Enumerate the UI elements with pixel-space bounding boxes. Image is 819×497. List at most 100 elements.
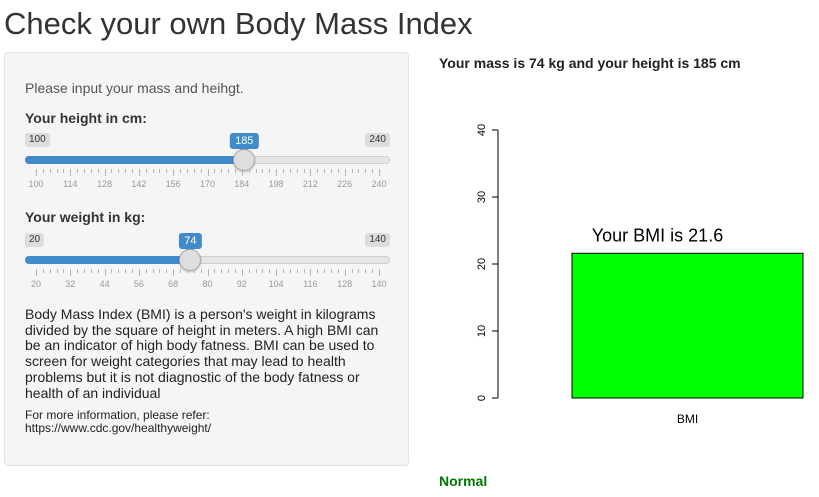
height-slider-tick	[118, 169, 120, 173]
weight-slider-tick	[344, 269, 346, 276]
height-slider-tick	[104, 169, 106, 176]
weight-slider-tick	[193, 269, 195, 273]
weight-slider-tick	[282, 269, 284, 273]
weight-slider-tick	[221, 269, 223, 273]
weight-slider-grid-label: 140	[371, 279, 387, 289]
height-slider[interactable]: 100 240 185 100 114 128 142 156 170 184 198 212 2…	[25, 133, 390, 193]
weight-slider-grid-label: 92	[236, 279, 247, 289]
weight-slider-fill	[25, 256, 191, 264]
height-slider-grid-label: 240	[371, 179, 387, 189]
height-slider-tick	[193, 169, 195, 173]
height-slider-tick	[221, 169, 223, 173]
weight-slider-tick	[234, 269, 236, 273]
height-slider-tick	[379, 169, 380, 176]
y-tick-label: 40	[476, 124, 488, 136]
height-slider-tick	[317, 169, 319, 173]
weight-slider-tick	[70, 269, 72, 276]
height-slider-tick	[276, 169, 278, 176]
weight-slider-tick	[186, 269, 188, 273]
height-value-badge: 185	[230, 133, 259, 153]
height-slider-tick	[296, 169, 298, 173]
weight-slider-tick	[214, 269, 216, 273]
weight-slider-tick	[56, 269, 58, 273]
weight-slider-tick	[36, 269, 37, 276]
height-slider-tick	[344, 169, 346, 176]
info-line: For more information, please refer:	[25, 408, 210, 422]
weight-slider-tick	[159, 269, 161, 273]
height-slider-grid-label: 114	[63, 179, 78, 189]
height-slider-tick	[234, 169, 236, 173]
height-slider-tick	[138, 169, 140, 176]
weight-slider-tick	[379, 269, 380, 276]
height-min-badge: 100	[25, 133, 50, 147]
height-slider-tick	[159, 169, 161, 173]
bmi-value-annotation: Your BMI is 21.6	[592, 225, 723, 245]
weight-max-badge: 140	[365, 233, 390, 247]
height-slider-grid-label: 212	[302, 179, 318, 189]
height-slider-grid-label: 184	[234, 179, 250, 189]
height-slider-tick	[365, 169, 367, 173]
y-tick-label: 10	[476, 325, 488, 337]
height-slider-tick	[207, 169, 209, 176]
height-slider-grid-label: 142	[131, 179, 147, 189]
height-slider-tick	[324, 169, 326, 173]
weight-slider-tick	[310, 269, 312, 276]
weight-min-badge: 20	[25, 233, 45, 247]
height-slider-tick	[111, 169, 113, 173]
weight-slider-grid-label: 104	[268, 279, 284, 289]
weight-slider-tick	[248, 269, 250, 273]
height-slider-tick	[90, 169, 92, 173]
summary-text: Your mass is 74 kg and your height is 18…	[439, 55, 741, 71]
weight-slider-tick	[303, 269, 305, 273]
height-slider-tick	[152, 169, 154, 173]
x-category-label: BMI	[677, 412, 698, 426]
weight-slider-tick	[97, 269, 99, 273]
weight-slider-tick	[372, 269, 374, 273]
height-slider-tick	[145, 169, 147, 173]
weight-slider-tick	[228, 269, 230, 273]
height-slider-tick	[330, 169, 332, 173]
weight-slider-tick	[255, 269, 257, 273]
height-slider-tick	[351, 169, 353, 173]
height-slider-tick	[241, 169, 243, 176]
weight-slider-tick	[365, 269, 367, 273]
height-slider-grid-label: 100	[28, 179, 44, 189]
height-slider-tick	[303, 169, 305, 173]
weight-slider[interactable]: 20 140 74 20 32 44 56 68 80 92 104 116 128 140	[25, 233, 390, 293]
y-tick-label: 30	[476, 191, 488, 203]
page-title: Check your own Body Mass Index	[4, 6, 473, 41]
weight-slider-handle[interactable]	[179, 249, 202, 271]
weight-slider-tick	[118, 269, 120, 273]
weight-slider-tick	[49, 269, 51, 273]
y-tick-label: 20	[476, 258, 488, 270]
weight-slider-tick	[111, 269, 113, 273]
weight-slider-tick	[269, 269, 271, 273]
weight-slider-tick	[77, 269, 79, 273]
weight-slider-tick	[166, 269, 168, 273]
height-slider-tick	[262, 169, 264, 173]
weight-slider-grid-label: 116	[303, 279, 318, 289]
bmi-bar	[571, 252, 804, 399]
height-slider-tick	[125, 169, 127, 173]
weight-slider-tick	[337, 269, 339, 273]
weight-slider-tick	[90, 269, 92, 273]
height-slider-handle[interactable]	[233, 149, 256, 171]
weight-slider-tick	[262, 269, 264, 273]
weight-slider-grid-label: 44	[99, 279, 110, 289]
height-slider-tick	[269, 169, 271, 173]
weight-slider-tick	[145, 269, 147, 273]
height-slider-grid-label: 170	[199, 179, 216, 189]
weight-slider-tick	[180, 269, 182, 273]
height-slider-tick	[36, 169, 37, 176]
weight-slider-tick	[207, 269, 209, 276]
weight-slider-tick	[200, 269, 202, 273]
weight-slider-tick	[63, 269, 65, 273]
y-tick-label: 0	[476, 395, 488, 401]
weight-slider-tick	[276, 269, 278, 276]
weight-slider-tick	[241, 269, 243, 276]
height-slider-tick	[56, 169, 58, 173]
height-slider-tick	[173, 169, 175, 176]
height-slider-tick	[228, 169, 230, 173]
height-slider-tick	[310, 169, 312, 176]
info-block: For more information, please refer: http…	[25, 409, 395, 435]
